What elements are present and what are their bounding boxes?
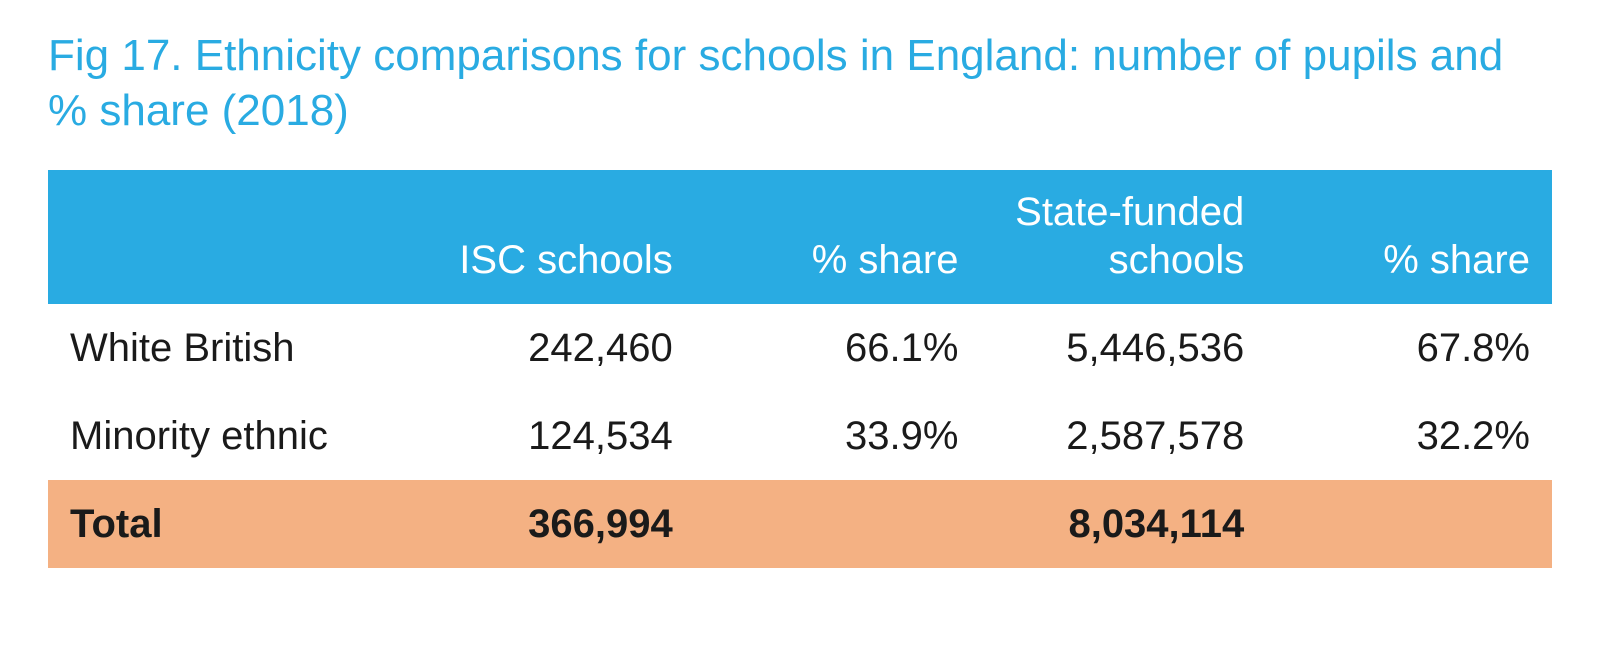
row-label: Minority ethnic — [48, 392, 409, 480]
col-header-state-share: % share — [1266, 170, 1552, 304]
col-header-isc-share: % share — [695, 170, 981, 304]
row-label: White British — [48, 304, 409, 392]
cell-state-share — [1266, 480, 1552, 568]
cell-isc: 366,994 — [409, 480, 695, 568]
table-row: Minority ethnic 124,534 33.9% 2,587,578 … — [48, 392, 1552, 480]
col-header-isc: ISC schools — [409, 170, 695, 304]
col-header-label — [48, 170, 409, 304]
cell-isc-share — [695, 480, 981, 568]
figure-container: Fig 17. Ethnicity comparisons for school… — [0, 0, 1600, 616]
table-row: White British 242,460 66.1% 5,446,536 67… — [48, 304, 1552, 392]
cell-isc-share: 33.9% — [695, 392, 981, 480]
cell-isc: 124,534 — [409, 392, 695, 480]
cell-state: 8,034,114 — [980, 480, 1266, 568]
table-header: ISC schools % share State-funded schools… — [48, 170, 1552, 304]
cell-isc: 242,460 — [409, 304, 695, 392]
cell-state: 2,587,578 — [980, 392, 1266, 480]
cell-isc-share: 66.1% — [695, 304, 981, 392]
cell-state-share: 67.8% — [1266, 304, 1552, 392]
figure-title: Fig 17. Ethnicity comparisons for school… — [48, 28, 1552, 138]
col-header-state: State-funded schools — [980, 170, 1266, 304]
cell-state: 5,446,536 — [980, 304, 1266, 392]
ethnicity-table: ISC schools % share State-funded schools… — [48, 170, 1552, 568]
row-label: Total — [48, 480, 409, 568]
cell-state-share: 32.2% — [1266, 392, 1552, 480]
table-total-row: Total 366,994 8,034,114 — [48, 480, 1552, 568]
